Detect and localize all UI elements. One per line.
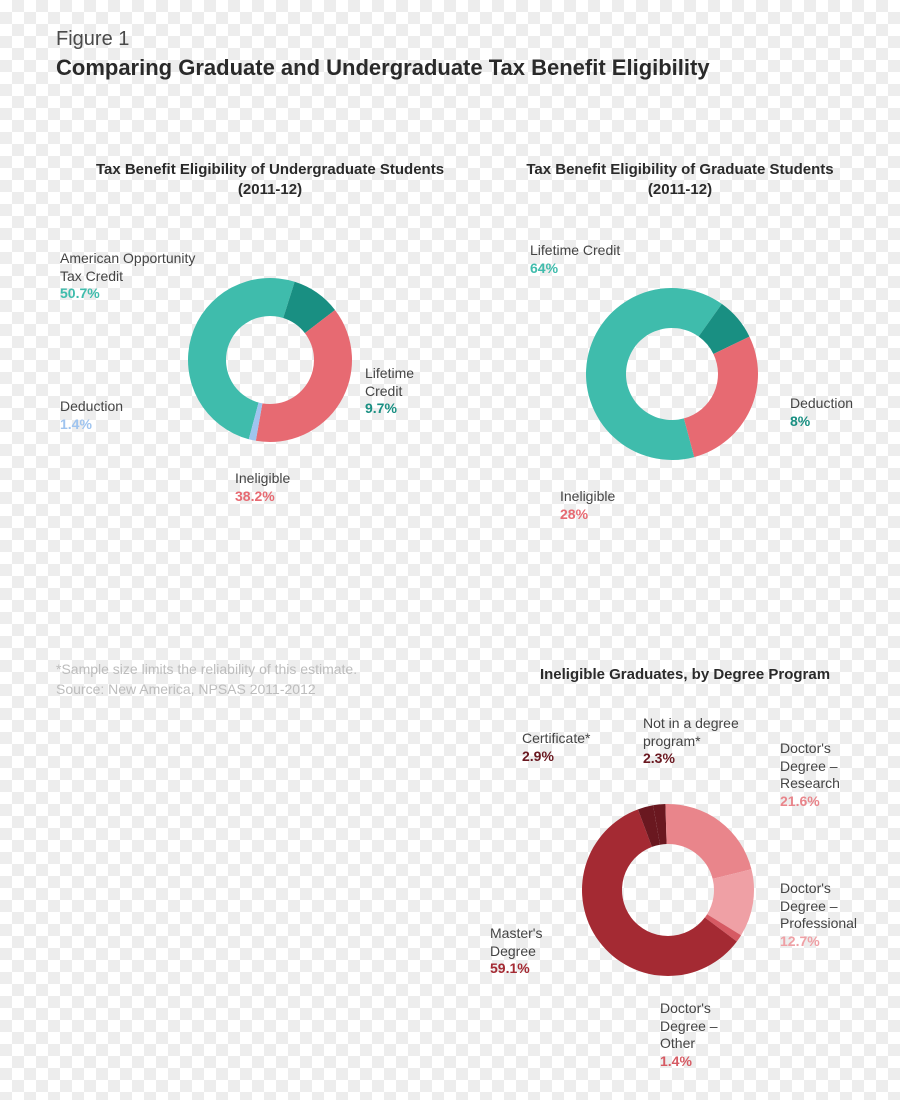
slice-label: Lifetime Credit64% [530,242,620,277]
chart-title: Tax Benefit Eligibility of Undergraduate… [90,160,450,199]
slice-label: Doctor'sDegree –Professional12.7% [780,880,857,950]
donut-slice [684,337,758,457]
slice-label: Doctor'sDegree –Other1.4% [660,1000,718,1070]
slice-label: Master'sDegree59.1% [490,925,542,978]
donut-slice [665,804,751,879]
slice-label: Doctor'sDegree –Research21.6% [780,740,840,810]
slice-label: Ineligible28% [560,488,615,523]
slice-label: Deduction1.4% [60,398,123,433]
footnote: *Sample size limits the reliability of t… [56,660,357,699]
slice-label: Certificate*2.9% [522,730,590,765]
slice-label: LifetimeCredit9.7% [365,365,414,418]
chart-title: Tax Benefit Eligibility of Graduate Stud… [510,160,850,199]
slice-label: American OpportunityTax Credit50.7% [60,250,195,303]
chart-title: Ineligible Graduates, by Degree Program [505,665,865,685]
slice-label: Deduction8% [790,395,853,430]
slice-label: Not in a degreeprogram*2.3% [643,715,739,768]
slice-label: Ineligible38.2% [235,470,290,505]
